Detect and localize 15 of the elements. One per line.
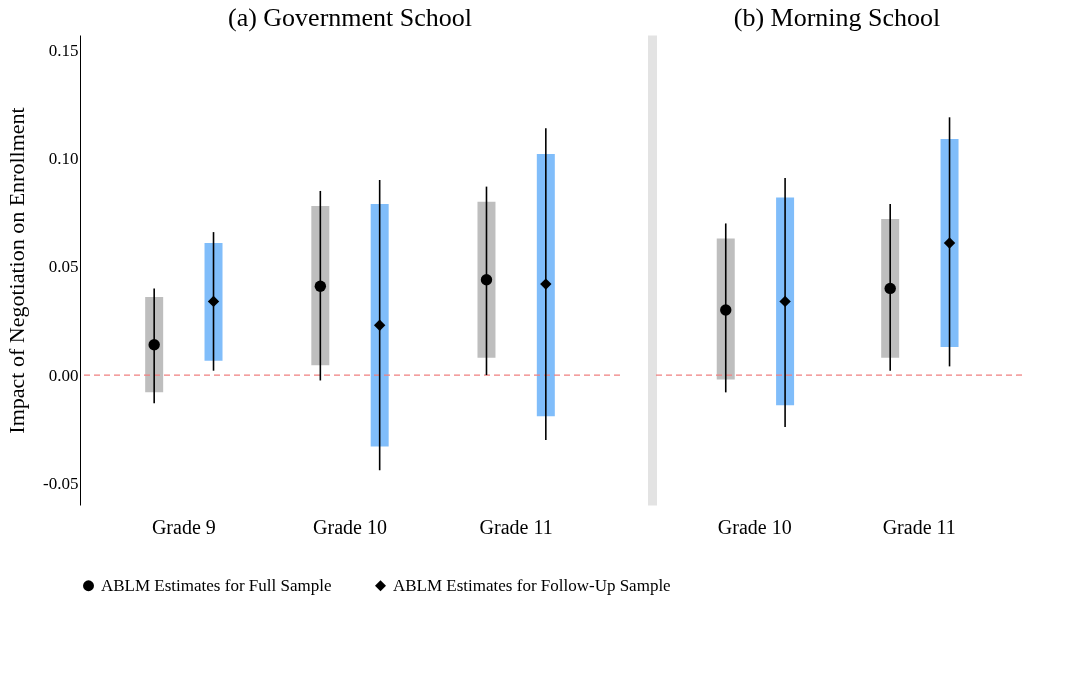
y-tick-label: 0.05 — [48, 257, 79, 277]
legend-label: ABLM Estimates for Full Sample — [101, 575, 332, 595]
x-tick-label: Grade 10 — [313, 515, 387, 538]
y-tick-label: -0.05 — [43, 473, 79, 493]
x-tick-label: Grade 11 — [479, 515, 553, 538]
x-tick-label: Grade 11 — [882, 515, 956, 538]
y-tick-label: 0.00 — [48, 365, 79, 385]
legend-label: ABLM Estimates for Follow-Up Sample — [393, 575, 671, 595]
x-tick-label: Grade 9 — [151, 515, 216, 538]
x-tick-label: Grade 10 — [717, 515, 792, 538]
chart-title: (b) Morning School — [733, 3, 941, 32]
y-axis-title: Impact of Negotiation on Enrollment — [4, 107, 30, 434]
chart-title: (a) Government School — [227, 3, 473, 32]
y-tick-label: 0.15 — [48, 40, 79, 60]
y-tick-label: 0.10 — [48, 148, 79, 168]
